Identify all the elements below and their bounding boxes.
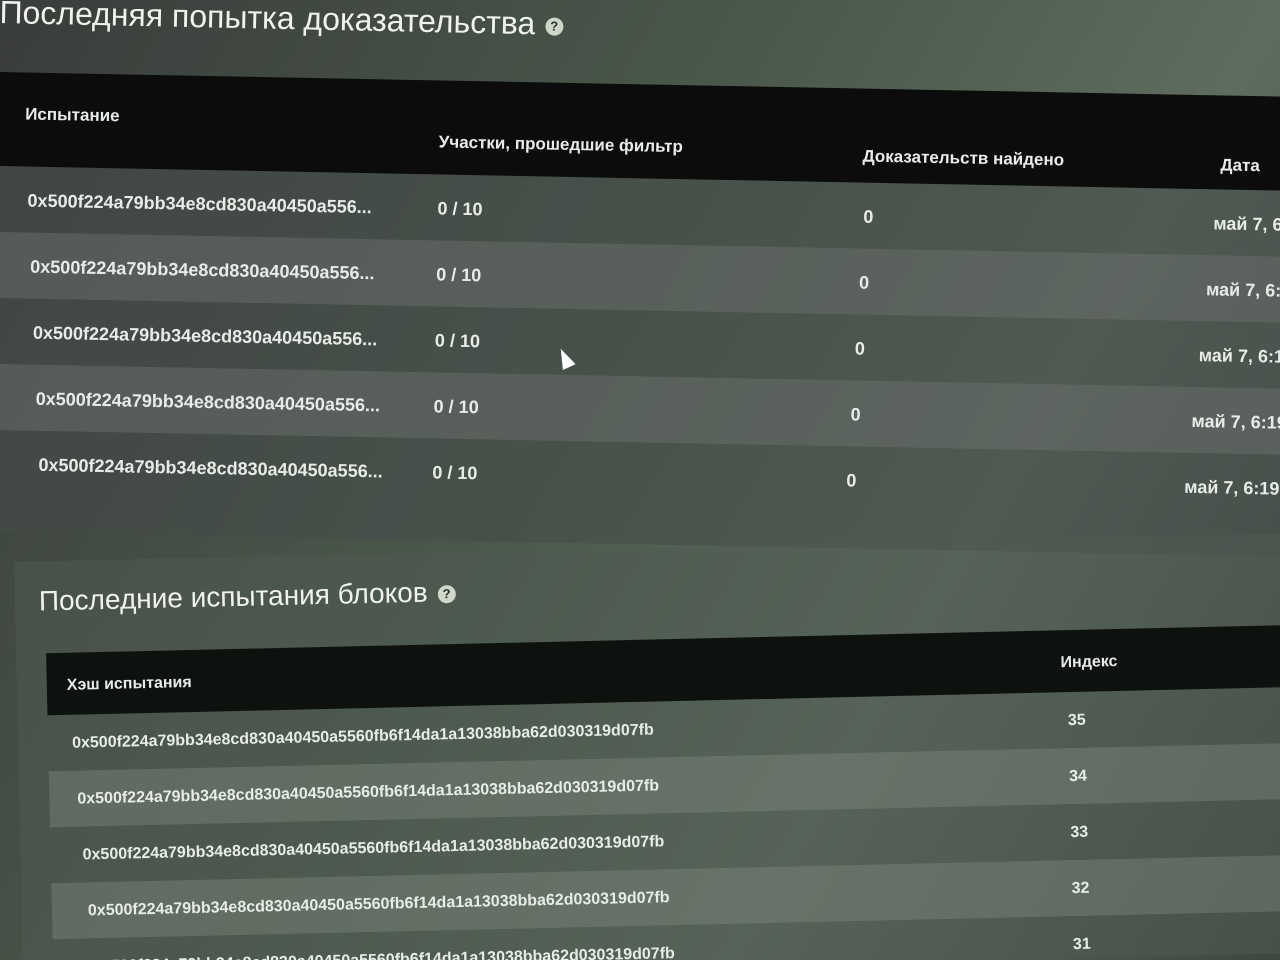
hash-cell: 0x500f224a79bb34e8cd830a40450a5560fb6f14… (71, 721, 654, 752)
index-cell: 31 (1072, 935, 1091, 954)
question-circle-icon[interactable]: ? (437, 584, 456, 604)
blocks-table-body: 0x500f224a79bb34e8cd830a40450a5560fb6f14… (47, 687, 1280, 960)
column-proofs-found[interactable]: Доказательств найдено (862, 146, 1065, 170)
column-date[interactable]: Дата (1220, 155, 1260, 176)
blocks-table: Хэш испытания Индекс 0x500f224a79bb34e8c… (46, 624, 1280, 960)
index-cell: 34 (1068, 767, 1088, 786)
column-plots-passed[interactable]: Участки, прошедшие фильтр (438, 132, 684, 157)
plots-cell: 0 / 10 (436, 264, 482, 286)
proofs-cell: 0 (846, 470, 857, 491)
challenge-cell: 0x500f224a79bb34e8cd830a40450a556... (38, 454, 383, 482)
plots-cell: 0 / 10 (433, 396, 479, 418)
challenge-cell: 0x500f224a79bb34e8cd830a40450a556... (32, 322, 378, 350)
date-cell: май 7, 6:19 (1213, 213, 1280, 236)
proofs-table: Испытание Участки, прошедшие фильтр Дока… (0, 72, 1280, 557)
proofs-table-body: 0x500f224a79bb34e8cd830a40450a556... 0 /… (0, 166, 1280, 521)
index-cell: 32 (1071, 879, 1090, 898)
challenge-cell: 0x500f224a79bb34e8cd830a40450a556... (27, 190, 372, 218)
proofs-cell: 0 (850, 404, 861, 425)
blocks-section-title: Последние испытания блоков? (39, 576, 456, 617)
hash-cell: 0x500f224a79bb34e8cd830a40450a5560fb6f14… (93, 945, 675, 960)
proofs-section-title: Последняя попытка доказательства? (0, 0, 564, 43)
plots-cell: 0 / 10 (434, 330, 481, 352)
proofs-cell: 0 (863, 206, 874, 227)
hash-cell: 0x500f224a79bb34e8cd830a40450a5560fb6f14… (77, 777, 660, 808)
hash-cell: 0x500f224a79bb34e8cd830a40450a5560fb6f14… (87, 889, 670, 920)
date-cell: май 7, 6:19 (1205, 279, 1280, 302)
date-cell: май 7, 6:19 (1198, 345, 1280, 367)
plots-cell: 0 / 10 (432, 462, 478, 484)
plots-cell: 0 / 10 (437, 198, 483, 220)
column-challenge-hash[interactable]: Хэш испытания (66, 674, 192, 694)
date-cell: май 7, 6:19 (1191, 410, 1280, 433)
proofs-cell: 0 (854, 338, 866, 359)
hash-cell: 0x500f224a79bb34e8cd830a40450a5560fb6f14… (82, 833, 665, 864)
challenge-cell: 0x500f224a79bb34e8cd830a40450a556... (35, 388, 381, 416)
blocks-title-text: Последние испытания блоков (38, 576, 429, 617)
question-circle-icon[interactable]: ? (545, 16, 564, 36)
index-cell: 33 (1070, 823, 1089, 842)
column-index[interactable]: Индекс (1060, 652, 1118, 672)
proofs-cell: 0 (858, 272, 870, 293)
date-cell: май 7, 6:19 (1184, 476, 1280, 499)
column-challenge[interactable]: Испытание (25, 104, 120, 126)
proofs-title-text: Последняя попытка доказательства (0, 0, 536, 42)
index-cell: 35 (1067, 711, 1086, 730)
challenge-cell: 0x500f224a79bb34e8cd830a40450a556... (30, 256, 375, 284)
blocks-card: Последние испытания блоков? Хэш испытани… (14, 532, 1280, 960)
